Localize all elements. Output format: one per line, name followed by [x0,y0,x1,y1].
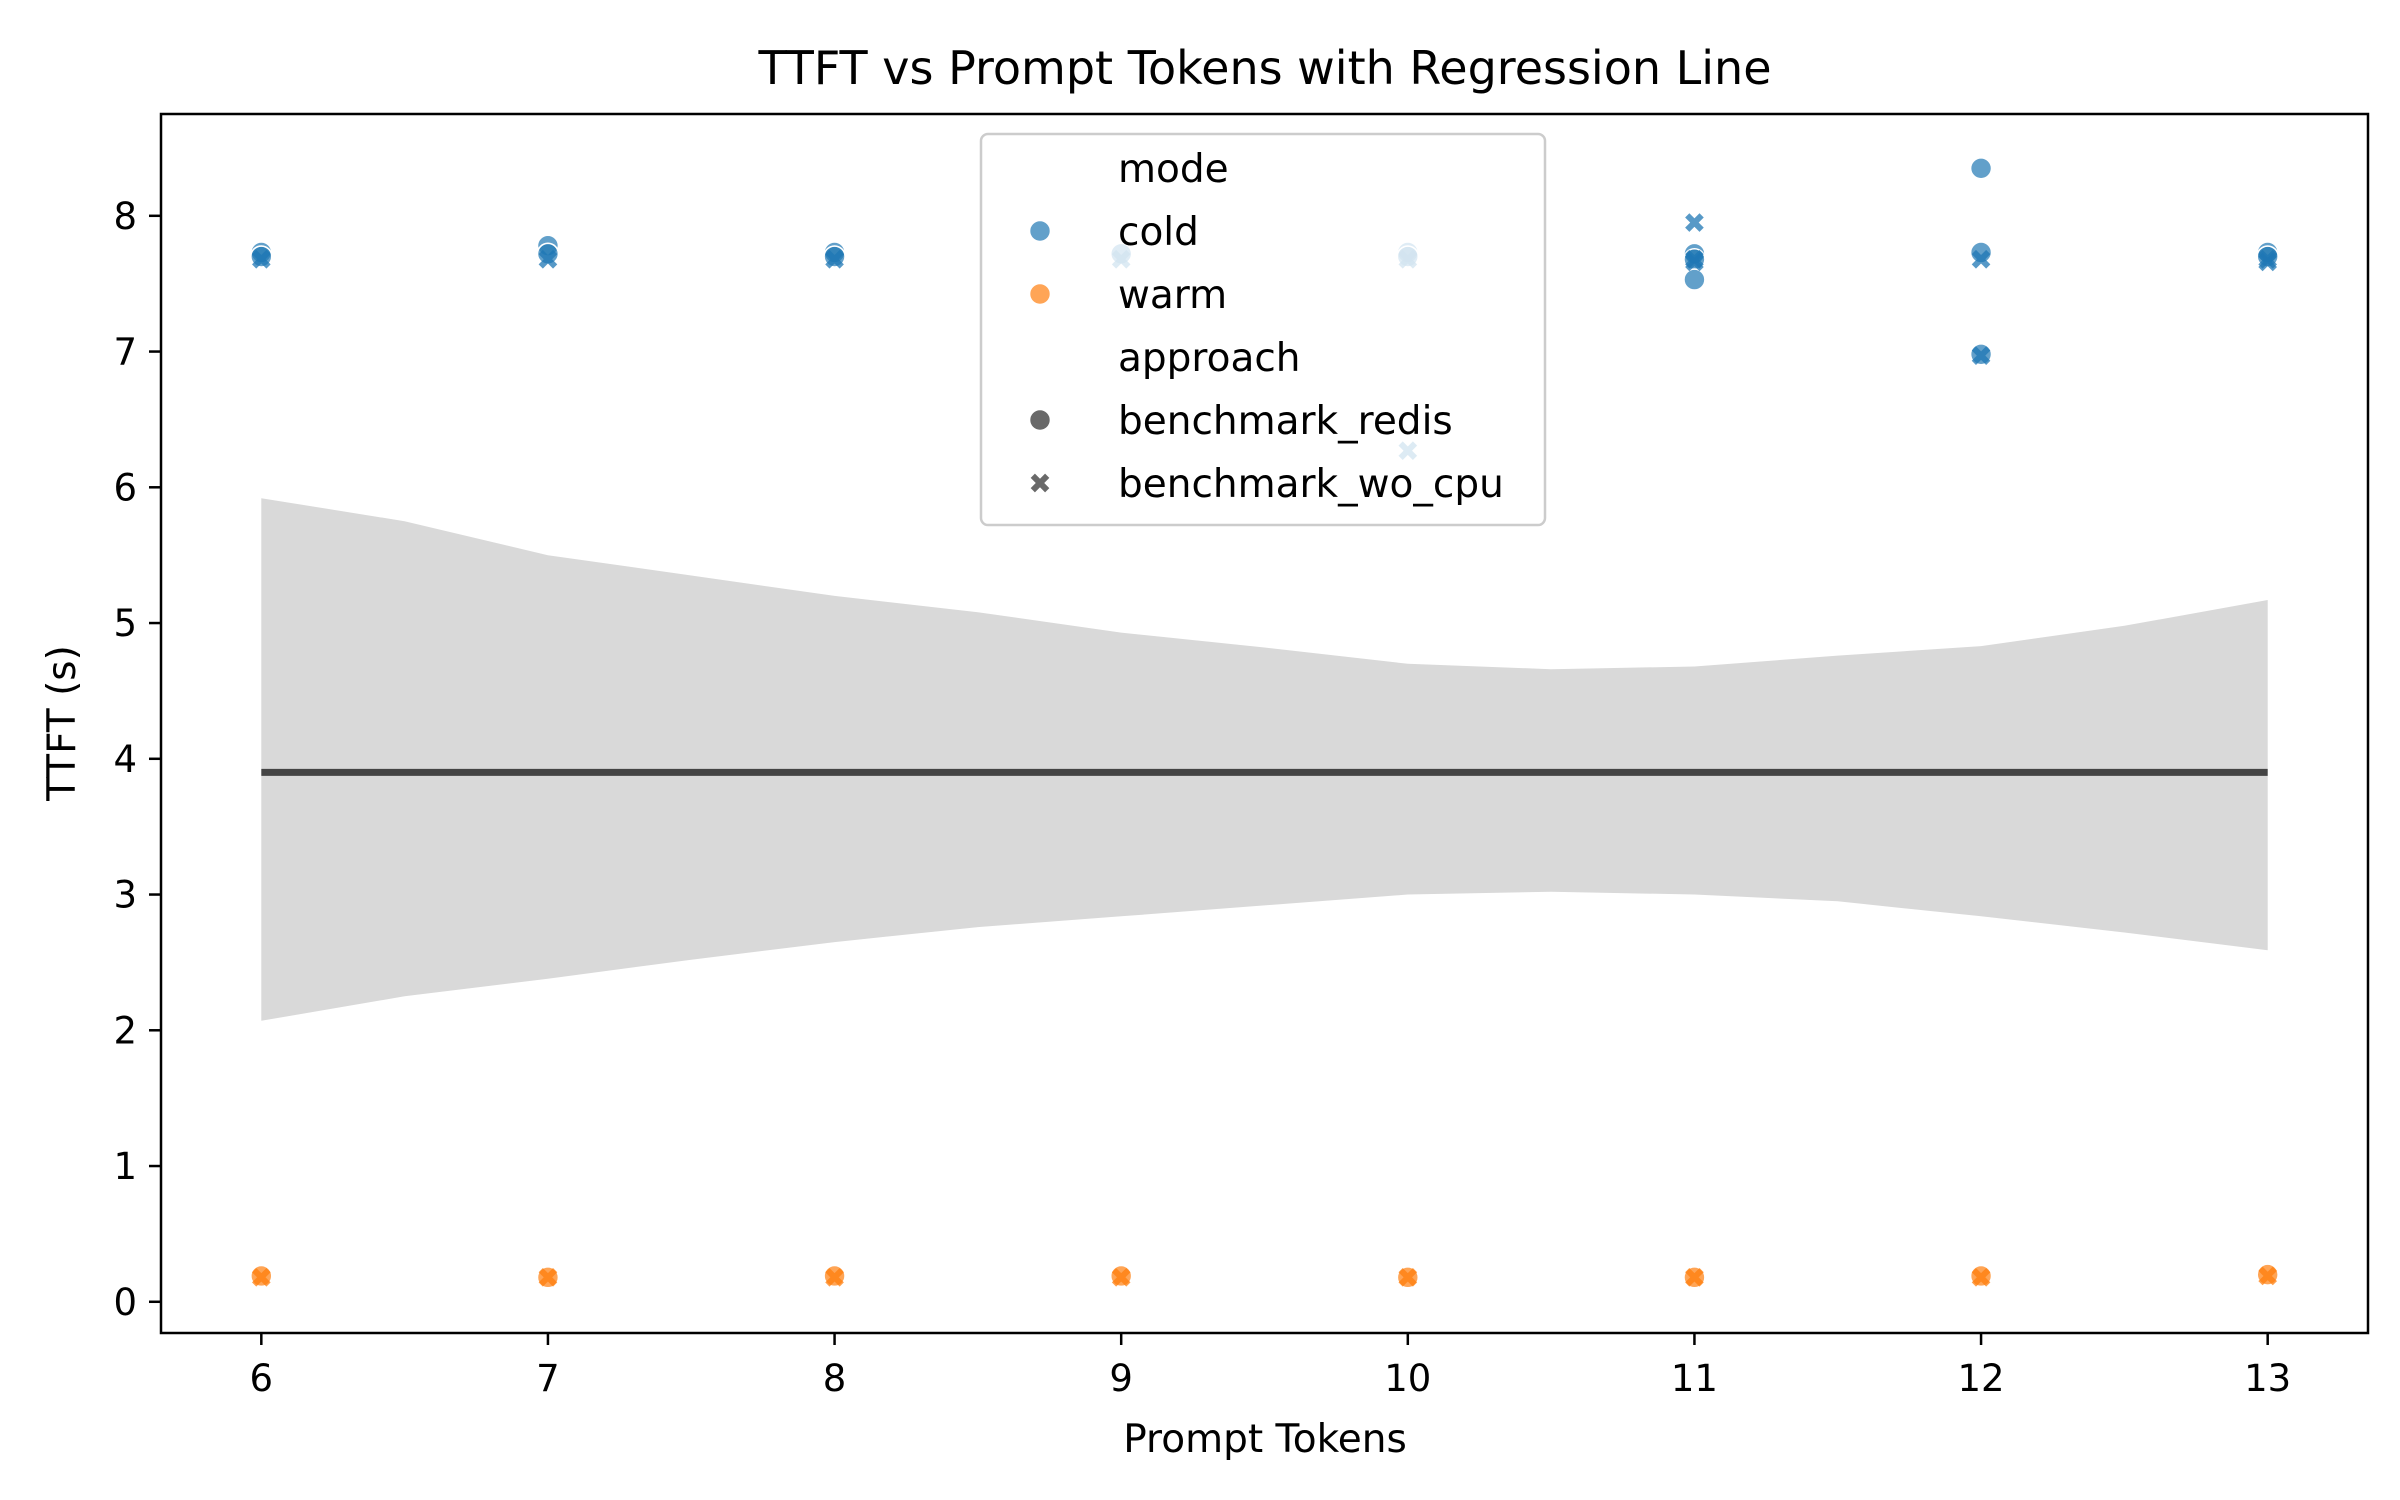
data-point-warm-benchmark-wo-cpu [1111,1268,1131,1287]
data-point-warm-benchmark-wo-cpu [2258,1266,2278,1286]
data-point-warm-benchmark-wo-cpu [251,1268,271,1287]
x-tick-label: 13 [2244,1357,2291,1400]
y-tick-label: 7 [113,331,137,374]
y-tick-label: 2 [113,1009,137,1052]
y-tick-label: 5 [113,602,137,645]
y-axis-label: TTFT (s) [40,645,85,802]
x-tick-label: 6 [250,1357,274,1400]
data-point-cold-benchmark-wo-cpu [1971,249,1991,269]
legend-section-title: approach [1118,336,1301,381]
x-tick-label: 7 [536,1357,560,1400]
regression-confidence-band [261,498,2268,1021]
legend-label: benchmark_redis [1118,399,1453,444]
y-tick-label: 4 [113,738,137,781]
y-tick-label: 6 [113,466,137,509]
data-point-warm-benchmark-wo-cpu [1398,1268,1418,1287]
legend-marker-benchmark-wo-cpu [1030,473,1050,493]
legend-entries: mode cold warm approach benchmark_redisbench… [1028,147,1504,507]
data-point-warm-benchmark-wo-cpu [538,1268,558,1287]
x-tick-label: 9 [1109,1357,1133,1400]
confidence-band-layer [261,498,2268,1021]
y-tick-label: 0 [113,1281,137,1324]
data-point-cold-benchmark-wo-cpu [825,249,844,269]
legend-label: warm [1118,273,1227,318]
y-tick-label: 1 [113,1145,137,1188]
y-tick-label: 3 [113,874,137,917]
data-point-cold-benchmark-wo-cpu [1685,252,1704,272]
legend-label: cold [1118,210,1199,255]
data-point-cold-benchmark-wo-cpu [251,249,271,269]
x-tick-label: 8 [823,1357,847,1400]
data-point-cold-benchmark-wo-cpu [538,249,558,269]
data-point-cold-benchmark-wo-cpu [1685,213,1704,232]
x-axis: 6 7 8 9 10 11 12 13 [250,1333,2291,1400]
data-point-cold-benchmark-wo-cpu [2258,252,2278,272]
x-tick-label: 11 [1671,1357,1718,1400]
chart-title: TTFT vs Prompt Tokens with Regression Li… [758,41,1772,95]
legend-marker-cold [1028,219,1052,243]
data-point-cold-benchmark-redis [1683,268,1706,291]
legend: mode cold warm approach benchmark_redisbench… [979,132,1547,527]
plot-frame [159,112,2370,1335]
legend-marker-warm [1028,282,1052,306]
y-axis: 0 1 2 3 4 5 6 7 8 [113,195,161,1324]
data-point-cold-benchmark-wo-cpu [1971,346,1991,365]
x-tick-label: 10 [1384,1357,1431,1400]
legend-section-title: mode [1118,147,1229,192]
data-point-warm-benchmark-wo-cpu [825,1268,844,1287]
x-axis-label: Prompt Tokens [1123,1417,1407,1462]
data-point-cold-benchmark-redis [1969,156,1993,180]
data-point-cold-benchmark-redis [536,242,560,266]
data-point-warm-benchmark-wo-cpu [1971,1268,1991,1287]
y-tick-label: 8 [113,195,137,238]
x-tick-label: 12 [1958,1357,2005,1400]
data-point-warm-benchmark-wo-cpu [1685,1268,1704,1287]
legend-label: benchmark_wo_cpu [1118,462,1504,507]
legend-marker-benchmark-redis [1028,408,1052,432]
legend-box [979,132,1547,527]
